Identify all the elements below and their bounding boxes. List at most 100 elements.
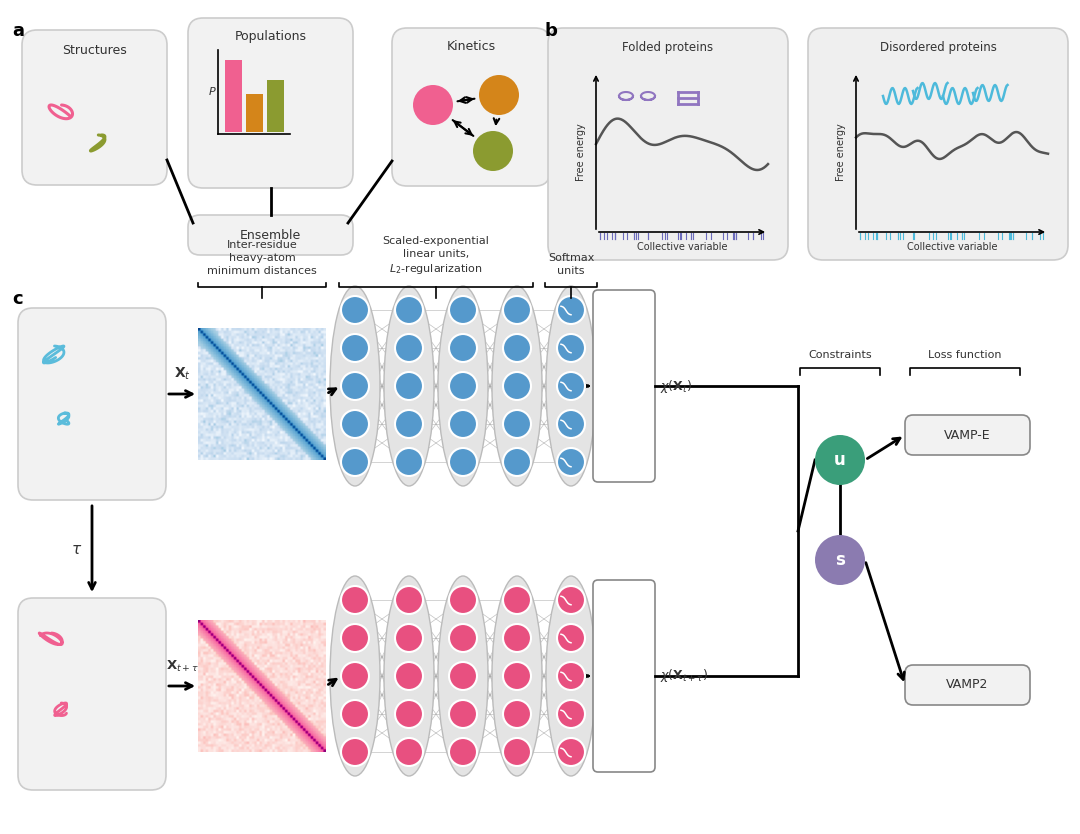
Circle shape (341, 448, 369, 476)
Circle shape (503, 448, 531, 476)
Text: VAMP-E: VAMP-E (944, 429, 990, 441)
Circle shape (395, 448, 423, 476)
FancyBboxPatch shape (548, 28, 788, 260)
Circle shape (473, 131, 513, 171)
Circle shape (341, 624, 369, 652)
Circle shape (341, 296, 369, 324)
Text: Structures: Structures (63, 44, 126, 57)
Circle shape (557, 624, 585, 652)
Text: P: P (208, 87, 215, 97)
FancyBboxPatch shape (188, 215, 353, 255)
Circle shape (449, 372, 477, 400)
FancyBboxPatch shape (593, 580, 654, 772)
Text: Free energy: Free energy (576, 123, 586, 181)
Circle shape (503, 624, 531, 652)
Circle shape (503, 410, 531, 438)
Circle shape (341, 586, 369, 614)
FancyBboxPatch shape (22, 30, 167, 185)
Circle shape (395, 700, 423, 728)
Circle shape (557, 738, 585, 766)
Circle shape (449, 448, 477, 476)
Text: $\mathbf{X}_t$: $\mathbf{X}_t$ (174, 365, 190, 382)
Text: Ensemble: Ensemble (240, 229, 301, 242)
Circle shape (503, 662, 531, 690)
Circle shape (395, 662, 423, 690)
Text: Free energy: Free energy (836, 123, 846, 181)
Text: a: a (12, 22, 24, 40)
Circle shape (395, 410, 423, 438)
Circle shape (815, 435, 865, 485)
Text: Softmax
units: Softmax units (548, 254, 594, 276)
Text: u: u (834, 451, 846, 469)
FancyBboxPatch shape (808, 28, 1068, 260)
Bar (246, 94, 264, 132)
Bar (225, 60, 242, 132)
Circle shape (449, 700, 477, 728)
Circle shape (503, 334, 531, 362)
FancyBboxPatch shape (593, 290, 654, 482)
Circle shape (449, 738, 477, 766)
Circle shape (557, 410, 585, 438)
Ellipse shape (438, 286, 488, 486)
Ellipse shape (384, 576, 434, 776)
Circle shape (341, 334, 369, 362)
Circle shape (413, 85, 453, 125)
Text: VAMP2: VAMP2 (946, 679, 988, 691)
Circle shape (557, 448, 585, 476)
Circle shape (395, 586, 423, 614)
Circle shape (503, 738, 531, 766)
FancyBboxPatch shape (392, 28, 550, 186)
Text: s: s (835, 551, 845, 569)
Circle shape (503, 296, 531, 324)
Circle shape (395, 738, 423, 766)
Text: Collective variable: Collective variable (907, 242, 997, 252)
Ellipse shape (384, 286, 434, 486)
Circle shape (449, 410, 477, 438)
FancyBboxPatch shape (18, 598, 166, 790)
Text: $\mathbf{X}_{t+\tau}$: $\mathbf{X}_{t+\tau}$ (165, 659, 199, 674)
Text: τ: τ (71, 541, 81, 556)
Text: c: c (12, 290, 23, 308)
Circle shape (341, 410, 369, 438)
FancyBboxPatch shape (18, 308, 166, 500)
Circle shape (449, 586, 477, 614)
Circle shape (341, 372, 369, 400)
Circle shape (503, 586, 531, 614)
Circle shape (480, 75, 519, 115)
Text: Scaled-exponential
linear units,
$L_2$-regularization: Scaled-exponential linear units, $L_2$-r… (382, 236, 489, 276)
Circle shape (449, 334, 477, 362)
Circle shape (449, 624, 477, 652)
Text: Populations: Populations (234, 30, 307, 43)
Circle shape (503, 700, 531, 728)
Circle shape (557, 700, 585, 728)
Text: Disordered proteins: Disordered proteins (879, 41, 997, 54)
Circle shape (557, 586, 585, 614)
Ellipse shape (330, 576, 380, 776)
Ellipse shape (492, 576, 542, 776)
Circle shape (815, 535, 865, 585)
FancyBboxPatch shape (905, 665, 1030, 705)
Circle shape (449, 662, 477, 690)
Ellipse shape (546, 576, 596, 776)
Text: Inter-residue
heavy-atom
minimum distances: Inter-residue heavy-atom minimum distanc… (207, 240, 316, 276)
Text: $\chi(\mathbf{X}_t)$: $\chi(\mathbf{X}_t)$ (660, 378, 692, 394)
Ellipse shape (492, 286, 542, 486)
Circle shape (557, 334, 585, 362)
Text: Constraints: Constraints (808, 350, 872, 360)
Circle shape (395, 624, 423, 652)
FancyBboxPatch shape (188, 18, 353, 188)
Circle shape (341, 662, 369, 690)
Circle shape (557, 296, 585, 324)
Bar (267, 80, 284, 132)
Text: Collective variable: Collective variable (637, 242, 727, 252)
Ellipse shape (438, 576, 488, 776)
Circle shape (395, 334, 423, 362)
Text: Loss function: Loss function (928, 350, 1002, 360)
Circle shape (557, 662, 585, 690)
Circle shape (449, 296, 477, 324)
Circle shape (395, 296, 423, 324)
Ellipse shape (330, 286, 380, 486)
Circle shape (341, 700, 369, 728)
FancyBboxPatch shape (905, 415, 1030, 455)
Text: $\chi(\mathbf{X}_{t+\tau})$: $\chi(\mathbf{X}_{t+\tau})$ (660, 667, 708, 685)
